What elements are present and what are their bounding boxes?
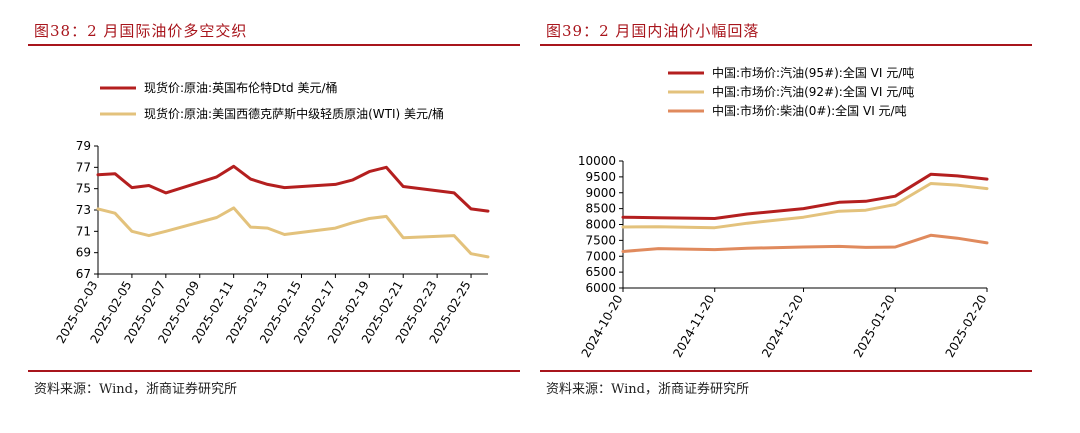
y-tick-label: 6500 [585,265,616,279]
figure-39-panel: 图39：2 月国内油价小幅回落 中国:市场价:汽油(95#):全国 VI 元/吨… [540,0,1032,433]
y-tick-label: 77 [76,160,91,174]
legend-label: 中国:市场价:汽油(95#):全国 VI 元/吨 [712,65,914,80]
y-tick-label: 8000 [585,218,616,232]
legend-item: 中国:市场价:汽油(92#):全国 VI 元/吨 [668,84,914,99]
y-tick-label: 8500 [585,202,616,216]
legend-label: 中国:市场价:汽油(92#):全国 VI 元/吨 [712,84,914,99]
y-tick-label: 7000 [585,249,616,263]
x-tick-label: 2024-10-20 [579,293,626,360]
figure-title: 图38：2 月国际油价多空交织 [34,22,248,40]
legend-label: 中国:市场价:柴油(0#):全国 VI 元/吨 [712,103,907,118]
figure-38-panel: 图38：2 月国际油价多空交织 现货价:原油:英国布伦特Dtd 美元/桶 现货价:… [28,0,520,433]
legend-label: 现货价:原油:英国布伦特Dtd 美元/桶 [144,80,338,95]
y-tick-label: 9000 [585,186,616,200]
legend-item: 现货价:原油:英国布伦特Dtd 美元/桶 [100,80,338,95]
legend-item: 中国:市场价:柴油(0#):全国 VI 元/吨 [668,103,907,118]
brent-wti-chart: 现货价:原油:英国布伦特Dtd 美元/桶现货价:原油:美国西德克萨斯中级轻质原油… [54,80,490,346]
x-tick-label: 2024-11-20 [670,293,717,360]
series-line [96,164,490,213]
legend-label: 现货价:原油:美国西德克萨斯中级轻质原油(WTI) 美元/桶 [144,106,444,121]
y-tick-label: 69 [76,246,91,260]
legend-item: 现货价:原油:美国西德克萨斯中级轻质原油(WTI) 美元/桶 [100,106,444,121]
series-line [621,172,989,220]
x-tick-label: 2025-01-20 [851,293,898,360]
figure-title: 图39：2 月国内油价小幅回落 [546,22,760,40]
title-rule [28,44,520,46]
y-tick-label: 6000 [585,281,616,295]
title-rule [540,44,1032,46]
source-rule [28,370,520,372]
x-tick-label: 2024-12-20 [759,293,806,360]
y-tick-label: 67 [76,267,91,281]
y-tick-label: 75 [76,182,91,196]
domestic-fuel-price-chart: 中国:市场价:汽油(95#):全国 VI 元/吨中国:市场价:汽油(92#):全… [578,65,990,360]
y-tick-label: 79 [76,139,91,153]
source-rule [540,370,1032,372]
y-tick-label: 10000 [578,154,616,168]
series-line [621,233,989,253]
source-note: 资料来源：Wind，浙商证券研究所 [34,382,237,397]
series-line [96,206,490,259]
y-tick-label: 73 [76,203,91,217]
series-line [621,182,989,230]
y-tick-label: 71 [76,224,91,238]
legend-item: 中国:市场价:汽油(95#):全国 VI 元/吨 [668,65,914,80]
x-tick-label: 2025-02-20 [943,293,990,360]
source-note: 资料来源：Wind，浙商证券研究所 [546,382,749,397]
y-tick-label: 9500 [585,170,616,184]
y-tick-label: 7500 [585,233,616,247]
